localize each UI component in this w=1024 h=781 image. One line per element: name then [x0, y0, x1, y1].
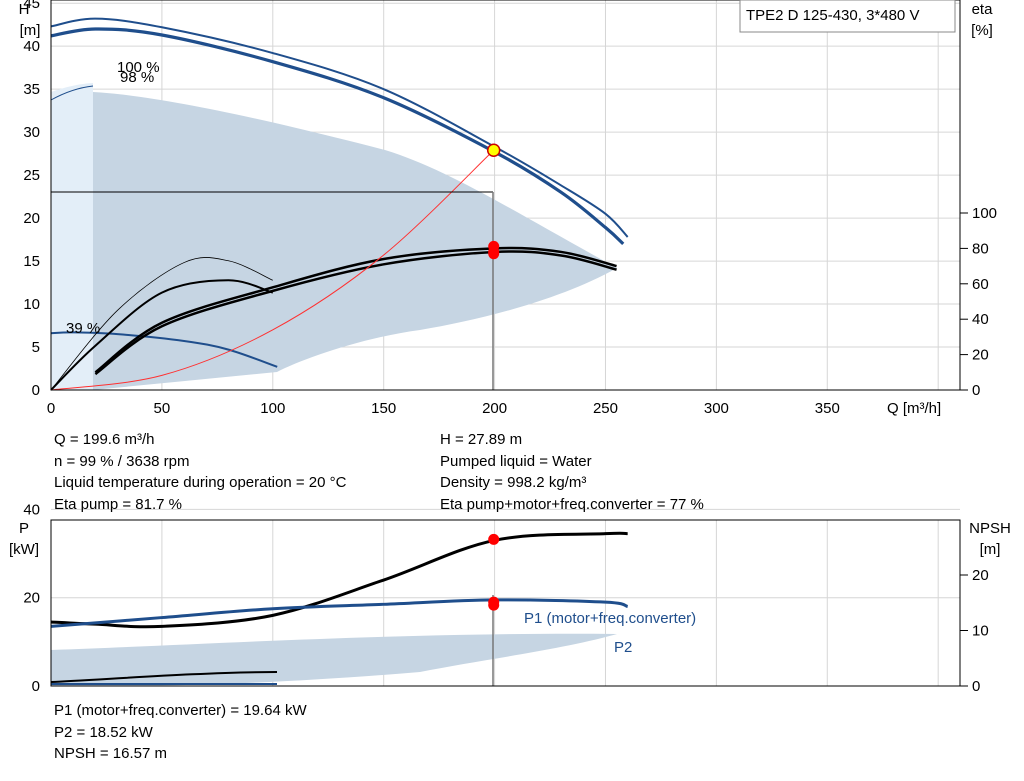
x-tick-label: 100: [260, 400, 285, 417]
npsh-tick-label: 20: [972, 567, 989, 584]
y-tick-label: 35: [23, 81, 40, 98]
info-p2: P2 = 18.52 kW: [54, 723, 153, 741]
y2-label-npsh-unit: [m]: [980, 541, 1001, 558]
info-p1: P1 (motor+freq.converter) = 19.64 kW: [54, 702, 307, 719]
x-tick-label: 300: [704, 400, 729, 417]
duty-point-head: [486, 143, 501, 158]
duty-point-p1: [488, 533, 500, 545]
annotation-39: 39 %: [66, 320, 100, 337]
curve-eta-total: [50, 279, 274, 391]
y2-label-npsh: NPSH: [969, 520, 1011, 537]
curve-p2: [50, 598, 629, 628]
y-tick-label: 45: [23, 0, 40, 12]
info-liquid: Pumped liquid = Water: [440, 452, 592, 470]
y-tick-label: 15: [23, 253, 40, 270]
y-label-p-unit: [kW]: [9, 541, 39, 558]
curve-H-98: [50, 27, 625, 246]
p-tick-label: 40: [23, 501, 40, 518]
bottom-plot-frame: [50, 519, 961, 687]
info-top-left: Q = 199.6 m³/h n = 99 % / 3638 rpm Liqui…: [54, 429, 346, 515]
info-npsh: NPSH = 16.57 m: [54, 745, 167, 762]
y-label-h: H: [19, 1, 30, 18]
annotation-100: 100 %: [117, 59, 160, 76]
npsh-tick-label: 0: [972, 678, 980, 695]
duty-point-npsh: [488, 599, 500, 611]
y2-tick-label: 0: [972, 382, 980, 399]
info-q: Q = 199.6 m³/h: [54, 431, 155, 448]
info-eta-total: Eta pump+motor+freq.converter = 77 %: [440, 495, 704, 513]
top-curves: [50, 17, 629, 391]
x-tick-label: 200: [482, 400, 507, 417]
info-h: H = 27.89 m: [440, 431, 523, 448]
x-tick-label: 0: [47, 400, 55, 417]
curve-envelope-left: [50, 85, 94, 101]
info-eta-pump: Eta pump = 81.7 %: [54, 495, 182, 513]
curve-H-100: [50, 17, 629, 238]
chart-title: TPE2 D 125-430, 3*480 V: [746, 7, 919, 24]
y-tick-label: 5: [32, 339, 40, 356]
top-marks: [486, 143, 501, 260]
curve-eta-thin: [50, 257, 273, 391]
top-plot-frame: [50, 0, 961, 391]
head-efficiency-chart: 0 50 100 150 200 250 300 350 0 5 10 15 20 25 30 35 40 45 0…: [19, 0, 997, 417]
y-tick-label: 25: [23, 167, 40, 184]
title-box: [739, 0, 956, 33]
bottom-curves: [50, 531, 629, 685]
series-label-p1: P1 (motor+freq.converter): [524, 610, 696, 627]
info-temp: Liquid temperature during operation = 20…: [54, 474, 347, 491]
p-tick-label: 20: [23, 590, 40, 607]
y-label-h-unit: [m]: [20, 22, 41, 39]
y-tick-label: 20: [23, 210, 40, 227]
bottom-marks: [488, 533, 500, 611]
series-label-p2: P2: [614, 639, 632, 656]
info-bottom: P1 (motor+freq.converter) = 19.64 kW P2 …: [54, 700, 307, 765]
y2-tick-label: 100: [972, 205, 997, 222]
info-top-right: H = 27.89 m Pumped liquid = Water Densit…: [440, 429, 704, 515]
power-band: [51, 633, 617, 686]
y-tick-label: 40: [23, 38, 40, 55]
light-operating-band: [51, 83, 93, 390]
duty-point-eta: [488, 248, 500, 260]
curve-eta-pump-98: [94, 250, 617, 376]
y2-tick-label: 80: [972, 240, 989, 257]
x-tick-label: 50: [154, 400, 171, 417]
power-npsh-chart: 0 20 40 0 10 20 P [kW] NPSH [m] P1 (motor+fre…: [9, 501, 1011, 695]
y2-tick-label: 40: [972, 311, 989, 328]
y-tick-label: 10: [23, 296, 40, 313]
operating-region-band: [93, 92, 617, 390]
curve-p1: [50, 531, 628, 629]
y2-tick-label: 20: [972, 347, 989, 364]
y-tick-label: 0: [32, 382, 40, 399]
y2-label-eta-unit: [%]: [971, 22, 993, 39]
x-tick-label: 350: [815, 400, 840, 417]
x-label-q: Q [m³/h]: [887, 400, 941, 417]
npsh-tick-label: 10: [972, 623, 989, 640]
y-tick-label: 30: [23, 124, 40, 141]
curve-system-curve: [50, 149, 495, 391]
y2-label-eta: eta: [972, 1, 994, 18]
y-label-p: P: [19, 520, 29, 537]
x-tick-label: 150: [371, 400, 396, 417]
curve-p-low: [50, 671, 278, 683]
annotation-98: 98 %: [120, 69, 154, 86]
bottom-axes: 0 20 40 0 10 20: [23, 501, 988, 695]
x-tick-label: 250: [593, 400, 618, 417]
top-axes: 0 50 100 150 200 250 300 350 0 5 10 15 20 25 30 35 40 45 0…: [23, 0, 997, 417]
p-tick-label: 0: [32, 678, 40, 695]
info-n: n = 99 % / 3638 rpm: [54, 452, 190, 470]
y2-tick-label: 60: [972, 276, 989, 293]
curve-eta-pump-100: [94, 246, 617, 374]
info-density: Density = 998.2 kg/m³: [440, 474, 587, 491]
